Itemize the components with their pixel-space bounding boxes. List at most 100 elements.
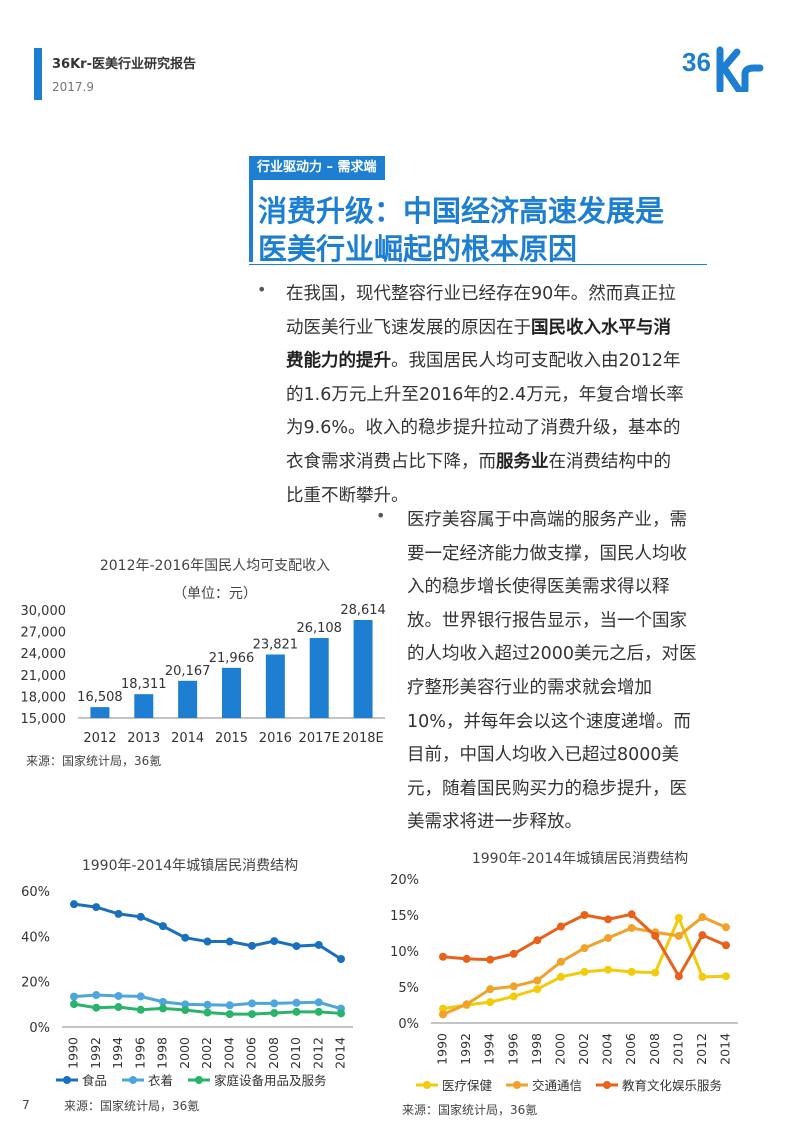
chart1-source: 来源：国家统计局，36氪 — [26, 754, 162, 768]
36kr-logo: 36 — [682, 46, 764, 92]
data-point — [580, 911, 589, 919]
title-accent-bar — [249, 180, 253, 262]
legend-swatch-dot — [129, 1076, 137, 1084]
series-line — [442, 915, 727, 1016]
data-point — [136, 1005, 145, 1014]
section-tag: 行业驱动力 – 需求端 — [249, 156, 385, 180]
legend-label: 教育文化娱乐服务 — [622, 1078, 722, 1093]
data-point — [486, 955, 495, 964]
data-point — [580, 967, 589, 976]
x-tick-label: 2006 — [244, 1037, 259, 1069]
x-tick-label: 2010 — [288, 1037, 303, 1069]
data-point — [462, 954, 471, 963]
data-point — [439, 1004, 447, 1013]
paragraph-line: 放。世界银行报告显示，当一个国家 — [407, 610, 687, 631]
bar — [134, 694, 154, 718]
x-tick-label: 1996 — [132, 1037, 147, 1069]
paragraph-line: 疗整形美容行业的需求就会增加 — [407, 677, 652, 698]
data-point — [556, 922, 565, 931]
x-tick-label: 1998 — [529, 1033, 544, 1065]
data-point — [651, 968, 660, 977]
x-tick-label: 2000 — [177, 1037, 192, 1069]
paragraph-line: 的1.6万元上升至2016年的2.4万元，年复合增长率 — [286, 379, 708, 413]
data-point — [292, 942, 301, 951]
x-tick-label: 2012 — [83, 731, 116, 746]
x-tick-label: 2015 — [215, 731, 248, 746]
data-point — [292, 998, 301, 1007]
x-tick-label: 2012 — [310, 1037, 325, 1069]
x-tick-label: 2010 — [670, 1033, 685, 1065]
paragraph-line: 在我国，现代整容行业已经存在90年。然而真正拉 — [286, 278, 708, 312]
bold-text: 国民收入水平与消 — [531, 317, 671, 338]
data-point — [114, 909, 123, 918]
data-point — [337, 1009, 345, 1018]
data-point — [556, 972, 565, 981]
data-point — [627, 923, 636, 932]
data-label: 18,311 — [121, 677, 167, 692]
paragraph-line: 费能力的提升。我国居民人均可支配收入由2012年 — [286, 345, 708, 379]
data-point — [698, 972, 707, 981]
data-point — [580, 944, 589, 953]
series-line — [442, 913, 727, 1011]
paragraph-line: 医疗美容属于中高端的服务产业，需 — [407, 510, 687, 530]
data-point — [556, 957, 565, 966]
text-run: 的1.6万元上升至2016年的2.4万元，年复合增长率 — [286, 384, 684, 405]
data-point — [181, 1006, 190, 1014]
paragraph-demand: 医疗美容属于中高端的服务产业，需 要一定经济能力做支撑，国民人均收 入的稳步增长使得… — [407, 504, 712, 840]
text-run: 衣食需求消费占比下降，而 — [286, 451, 496, 472]
text-run: 动医美行业飞速发展的原因在于 — [286, 317, 531, 338]
chart2-source: 来源：国家统计局，36氪 — [64, 1099, 200, 1113]
data-point — [337, 955, 345, 963]
legend-label: 医疗保健 — [442, 1078, 493, 1093]
x-tick-label: 2014 — [333, 1037, 348, 1069]
data-point — [225, 1001, 234, 1010]
legend-label: 衣着 — [148, 1073, 173, 1088]
report-title: 36Kr-医美行业研究报告 — [52, 57, 196, 72]
data-point — [270, 1008, 279, 1017]
data-point — [136, 992, 145, 1001]
legend-label: 交通通信 — [532, 1078, 582, 1093]
bar — [265, 654, 285, 718]
legend-swatch-dot — [423, 1081, 431, 1089]
data-point — [462, 1001, 471, 1009]
x-tick-label: 2016 — [259, 731, 292, 746]
data-point — [486, 998, 495, 1007]
x-tick-label: 2008 — [266, 1037, 281, 1069]
y-tick-label: 15,000 — [21, 712, 67, 727]
x-tick-label: 2002 — [576, 1033, 591, 1065]
text-run: 。我国居民人均可支配收入由2012年 — [391, 351, 681, 372]
x-tick-label: 2014 — [171, 731, 204, 746]
x-tick-label: 1990 — [435, 1033, 450, 1065]
data-point — [722, 941, 730, 950]
x-tick-label: 2004 — [600, 1033, 615, 1065]
data-point — [509, 982, 518, 991]
text-run: 在我国，现代整容行业已经存在90年。然而真正拉 — [286, 284, 676, 304]
data-point — [70, 900, 78, 909]
paragraph-line: 的人均收入超过2000美元之后，对医 — [407, 644, 697, 665]
data-point — [92, 903, 101, 912]
data-point — [314, 998, 323, 1007]
paragraph-line: 为9.6%。收入的稳步提升拉动了消费升级，基本的 — [286, 412, 708, 446]
data-point — [203, 937, 212, 946]
legend-swatch-dot — [603, 1081, 611, 1089]
y-tick-label: 20% — [390, 873, 419, 888]
bold-text: 费能力的提升 — [286, 351, 391, 372]
y-tick-label: 15% — [390, 909, 419, 924]
data-point — [651, 931, 660, 940]
chart-title: 2012年-2016年国民人均可支配收入 — [100, 558, 330, 574]
data-point — [486, 985, 495, 994]
data-point — [627, 910, 636, 919]
series-line — [73, 1002, 342, 1016]
data-point — [337, 1004, 345, 1013]
y-tick-label: 18,000 — [21, 690, 67, 705]
y-tick-label: 30,000 — [21, 604, 67, 619]
data-point — [509, 992, 518, 1001]
data-point — [627, 967, 636, 976]
data-point — [674, 931, 683, 940]
paragraph-line: 入的稳步增长使得医美需求得以释 — [407, 577, 670, 598]
data-label: 26,108 — [296, 621, 342, 636]
page-title-line-1: 消费升级：中国经济高速发展是 — [258, 194, 665, 228]
bullet-2: • — [376, 506, 386, 525]
y-tick-label: 0% — [29, 1021, 50, 1036]
data-point — [533, 976, 542, 985]
